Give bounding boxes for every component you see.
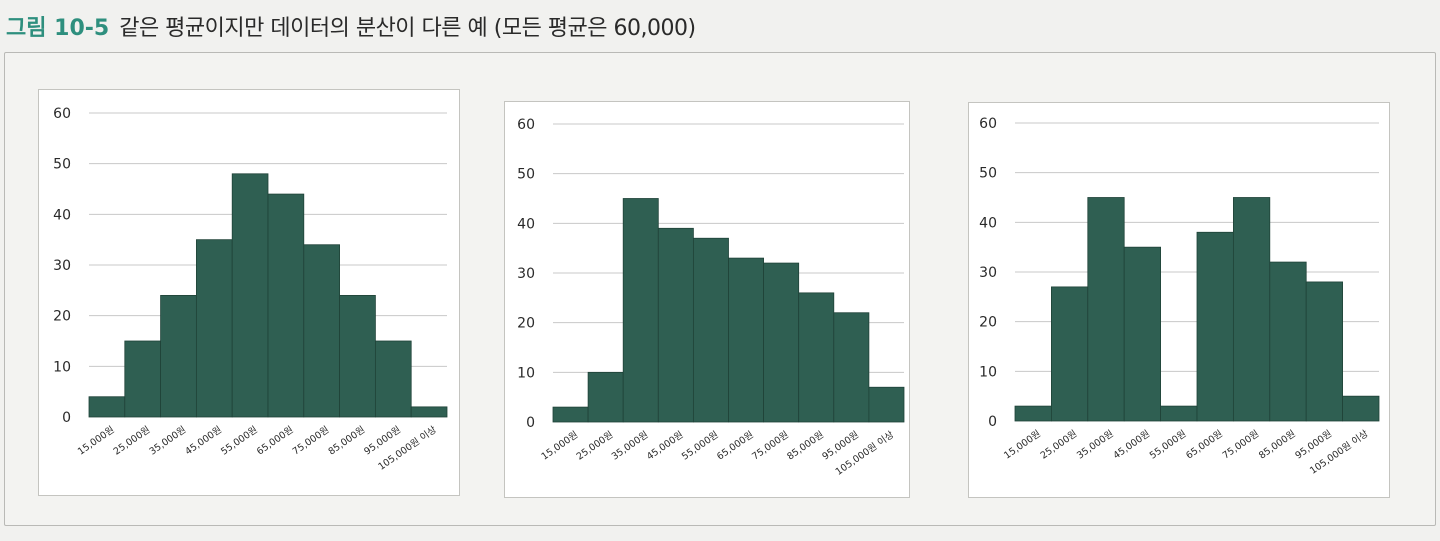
x-tick-label: 45,000원 — [183, 424, 224, 457]
histogram-bar — [124, 340, 162, 418]
x-tick-label: 65,000원 — [255, 424, 296, 457]
histogram-bar — [374, 340, 412, 418]
y-tick-label: 50 — [979, 166, 997, 182]
x-tick-label: 25,000원 — [112, 424, 153, 457]
x-tick-label: 15,000원 — [76, 424, 117, 457]
y-tick-label: 10 — [517, 365, 535, 381]
x-tick-label: 15,000원 — [540, 429, 581, 462]
y-tick-label: 0 — [526, 415, 535, 431]
histogram-panel-1: 0 10 20 30 40 50 60 15,000원 25,000원 35,000원 45,000… — [38, 89, 460, 496]
y-tick-label: 30 — [517, 266, 535, 282]
figure-label: 그림 10-5 — [6, 16, 110, 41]
y-tick-label: 60 — [979, 116, 997, 132]
histogram-bar — [587, 371, 624, 423]
x-tick-label: 75,000원 — [750, 429, 791, 462]
histogram-bar — [1305, 281, 1344, 422]
x-tick-label: 85,000원 — [785, 429, 826, 462]
y-tick-label: 40 — [517, 216, 535, 232]
histogram-bar — [303, 244, 340, 418]
histogram-bar — [1269, 261, 1307, 422]
figure-caption: 같은 평균이지만 데이터의 분산이 다른 예 (모든 평균은 60,000) — [119, 16, 696, 41]
y-tick-label: 20 — [979, 315, 997, 331]
y-tick-label: 30 — [979, 265, 997, 281]
y-tick-label: 30 — [53, 258, 71, 274]
x-tick-label: 25,000원 — [575, 429, 616, 462]
y-tick-label: 0 — [988, 414, 997, 430]
histogram-bar — [339, 294, 376, 418]
histogram-bar — [1160, 405, 1198, 422]
x-tick-label: 55,000원 — [219, 424, 260, 457]
histogram-chart-2: 0 10 20 30 40 50 60 15,000원25,000원35,000원45,000… — [517, 117, 905, 478]
figure-title: 그림 10-5 같은 평균이지만 데이터의 분산이 다른 예 (모든 평균은 6… — [6, 10, 696, 46]
x-tick-label: 85,000원 — [1257, 428, 1298, 461]
histogram-bar — [1232, 197, 1271, 422]
y-tick-label: 20 — [53, 309, 71, 325]
x-tick-label: 75,000원 — [1221, 428, 1262, 461]
y-tick-label: 10 — [53, 359, 71, 375]
histogram-bar — [88, 396, 126, 418]
y-tick-label: 60 — [517, 117, 535, 133]
y-tick-label: 0 — [62, 410, 71, 426]
histogram-bar — [410, 406, 448, 418]
histogram-bar — [728, 257, 764, 423]
x-tick-label: 25,000원 — [1039, 428, 1080, 461]
x-tick-label: 65,000원 — [1184, 428, 1225, 461]
y-tick-label: 50 — [53, 157, 71, 173]
histogram-bar — [692, 237, 729, 423]
histogram-bar — [1051, 286, 1089, 422]
histogram-bar — [798, 292, 835, 423]
histogram-bar — [1342, 395, 1380, 422]
histogram-bar — [763, 262, 800, 423]
x-tick-label: 45,000원 — [1111, 428, 1152, 461]
y-tick-label: 40 — [979, 215, 997, 231]
x-tick-label: 55,000원 — [1148, 428, 1189, 461]
x-tick-label: 15,000원 — [1002, 428, 1043, 461]
y-tick-label: 40 — [53, 207, 71, 223]
histogram-chart-3: 0 10 20 30 40 50 60 15,000원25,000원35,000원45,000… — [979, 116, 1380, 477]
x-tick-label: 55,000원 — [680, 429, 721, 462]
histogram-bar — [552, 406, 589, 423]
histogram-bar — [1014, 405, 1052, 422]
x-tick-label: 65,000원 — [715, 429, 756, 462]
histogram-panel-3: 0 10 20 30 40 50 60 15,000원 25,000원 35,000원 45,000… — [968, 102, 1390, 498]
x-tick-label: 35,000원 — [610, 429, 651, 462]
y-tick-label: 20 — [517, 316, 535, 332]
x-tick-label: 45,000원 — [645, 429, 686, 462]
histogram-panel-2: 0 10 20 30 40 50 60 15,000원 25,000원 35,000원 45,000… — [504, 101, 910, 498]
x-tick-label: 35,000원 — [1075, 428, 1116, 461]
y-tick-label: 60 — [53, 106, 71, 122]
histogram-bar — [160, 294, 197, 418]
histogram-bar — [868, 386, 905, 423]
histogram-bar — [231, 173, 269, 418]
histogram-bar — [622, 198, 659, 423]
x-tick-label: 75,000원 — [291, 424, 332, 457]
x-tick-label: 35,000원 — [148, 424, 189, 457]
histogram-bar — [1196, 231, 1234, 422]
histogram-bar — [267, 193, 305, 418]
histogram-chart-1: 0 10 20 30 40 50 60 15,000원25,000원35,000원45,000… — [53, 106, 448, 473]
histogram-bar — [195, 239, 233, 418]
histogram-bar — [657, 227, 694, 423]
y-tick-label: 10 — [979, 364, 997, 380]
histogram-bar — [1123, 246, 1161, 422]
histogram-bar — [833, 312, 870, 423]
histogram-bar — [1087, 197, 1125, 422]
x-tick-label: 85,000원 — [327, 424, 368, 457]
y-tick-label: 50 — [517, 167, 535, 183]
